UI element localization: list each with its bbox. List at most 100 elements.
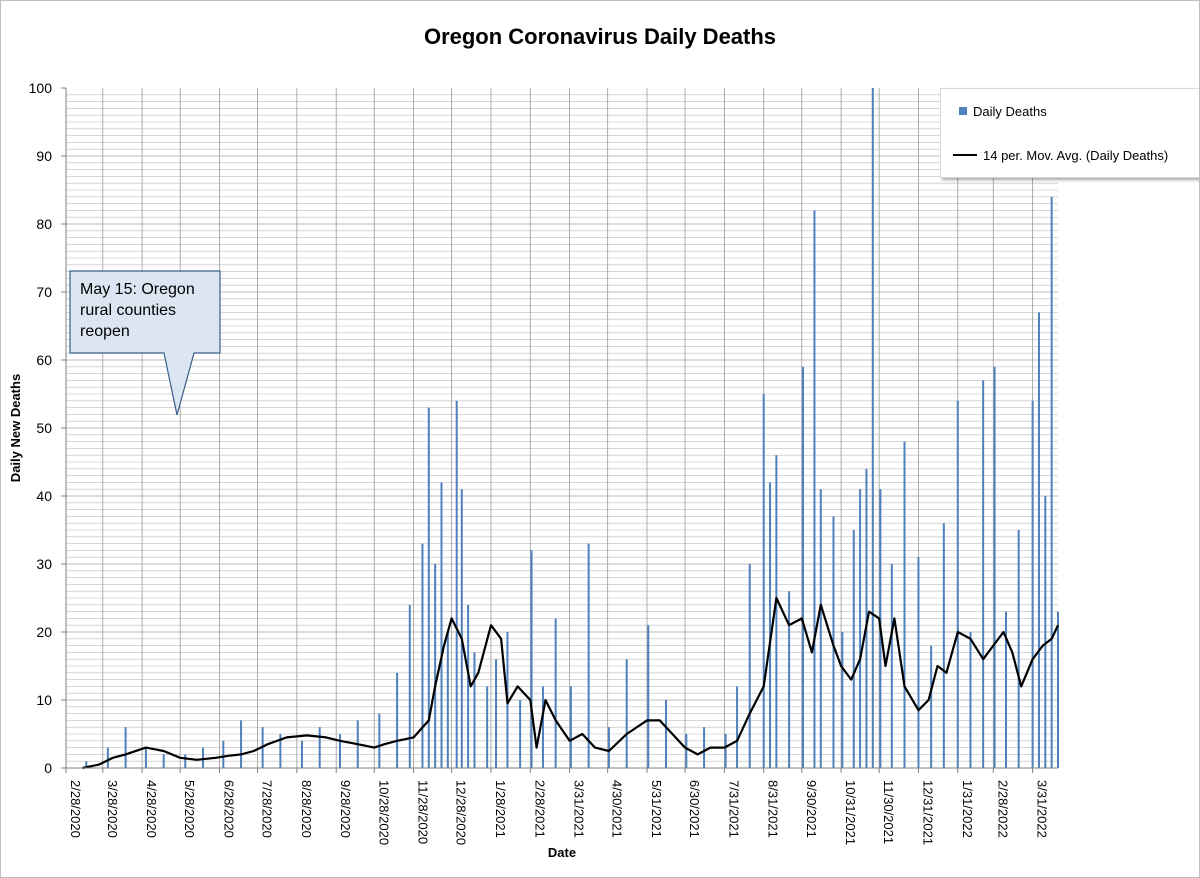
y-tick-label: 0: [44, 760, 52, 776]
grid: [66, 88, 1058, 768]
bar: [554, 618, 557, 768]
x-tick-label: 5/28/2020: [182, 780, 197, 838]
bar: [1031, 400, 1034, 768]
bar: [486, 686, 489, 768]
bar: [802, 366, 805, 768]
bar: [917, 557, 920, 768]
bar: [473, 652, 476, 768]
y-tick-label: 50: [36, 420, 52, 436]
annotation-line: rural counties: [80, 302, 177, 319]
bar: [903, 441, 906, 768]
annotation-callout: [69, 270, 221, 416]
bar: [969, 632, 972, 768]
x-tick-label: 3/31/2022: [1035, 780, 1050, 838]
y-tick-label: 20: [36, 624, 52, 640]
x-tick-label: 2/28/2022: [995, 780, 1010, 838]
bar: [647, 625, 650, 768]
annotation-text: May 15: Oregon rural counties reopen: [80, 279, 215, 342]
bar: [530, 550, 533, 768]
bar: [519, 700, 522, 768]
bar: [1057, 611, 1059, 768]
bar: [222, 740, 225, 768]
bar: [318, 727, 321, 768]
bar: [865, 468, 868, 768]
bar: [85, 761, 88, 768]
bar: [378, 713, 381, 768]
x-tick-label: 12/28/2020: [454, 780, 469, 845]
x-tick-label: 9/28/2020: [338, 780, 353, 838]
x-tick-label: 3/28/2020: [105, 780, 120, 838]
x-tick-label: 5/31/2021: [649, 780, 664, 838]
bar: [1004, 611, 1007, 768]
x-tick-label: 10/28/2020: [376, 780, 391, 845]
y-tick-label: 100: [29, 80, 53, 96]
bar: [408, 604, 411, 768]
y-tick-label: 80: [36, 216, 52, 232]
bar: [703, 727, 706, 768]
bar: [1044, 496, 1047, 768]
bar: [819, 489, 822, 768]
x-tick-label: 6/30/2021: [687, 780, 702, 838]
bar: [427, 407, 430, 768]
bar: [748, 564, 751, 768]
bar: [421, 543, 424, 768]
bar: [871, 88, 874, 768]
bar: [455, 400, 458, 768]
chart-title: Oregon Coronavirus Daily Deaths: [424, 24, 776, 49]
bar: [1050, 196, 1053, 769]
annotation-line: May 15: Oregon: [80, 281, 195, 298]
bar: [1017, 530, 1020, 768]
x-tick-label: 2/28/2021: [532, 780, 547, 838]
bar: [942, 523, 945, 768]
moving-average-line: [82, 596, 1059, 770]
bar: [665, 700, 668, 768]
bar: [569, 686, 572, 768]
bar: [852, 530, 855, 768]
legend-bar-swatch: [959, 107, 967, 115]
x-tick-label: 1/28/2021: [493, 780, 508, 838]
x-tick-label: 6/28/2020: [221, 780, 236, 838]
bar: [769, 482, 772, 768]
bar: [736, 686, 739, 768]
bar: [467, 604, 470, 768]
y-tick-label: 90: [36, 148, 52, 164]
bar: [124, 727, 127, 768]
x-tick-label: 3/31/2021: [572, 780, 587, 838]
x-tick-label: 11/28/2020: [416, 780, 431, 844]
legend: Daily Deaths 14 per. Mov. Avg. (Daily De…: [940, 88, 1200, 178]
y-axis-title: Daily New Deaths: [8, 374, 23, 482]
x-tick-label: 2/28/2020: [68, 780, 83, 838]
bar: [106, 747, 109, 768]
bar: [396, 672, 399, 768]
bar: [184, 754, 187, 768]
x-tick-label: 9/30/2021: [804, 780, 819, 838]
y-tick-label: 30: [36, 556, 52, 572]
legend-item-moving-average: 14 per. Mov. Avg. (Daily Deaths): [953, 146, 1168, 164]
legend-label: 14 per. Mov. Avg. (Daily Deaths): [983, 147, 1169, 163]
bar: [859, 489, 862, 768]
bar: [541, 686, 544, 768]
x-tick-label: 8/28/2020: [299, 780, 314, 838]
y-tick-label: 70: [36, 284, 52, 300]
bar: [440, 482, 443, 768]
bar: [993, 366, 996, 768]
bar: [162, 754, 165, 768]
x-tick-label: 10/31/2021: [843, 780, 858, 845]
bar: [1037, 312, 1040, 768]
bar: [775, 455, 778, 768]
bar: [930, 645, 933, 768]
legend-line-swatch: [953, 154, 977, 156]
x-tick-label: 1/31/2022: [960, 780, 975, 838]
legend-label: Daily Deaths: [973, 103, 1047, 119]
bar: [240, 720, 243, 768]
axes: 2/28/2020 3/28/2020 4/28/2020 5/28/2020 6/28…: [29, 80, 1058, 845]
moving-average-series: [82, 596, 1059, 770]
bar: [279, 734, 282, 768]
bar: [460, 489, 463, 768]
bar: [202, 747, 205, 768]
y-tick-label: 40: [36, 488, 52, 504]
x-tick-label: 7/28/2020: [260, 780, 275, 838]
bar: [607, 727, 610, 768]
bar: [890, 564, 893, 768]
